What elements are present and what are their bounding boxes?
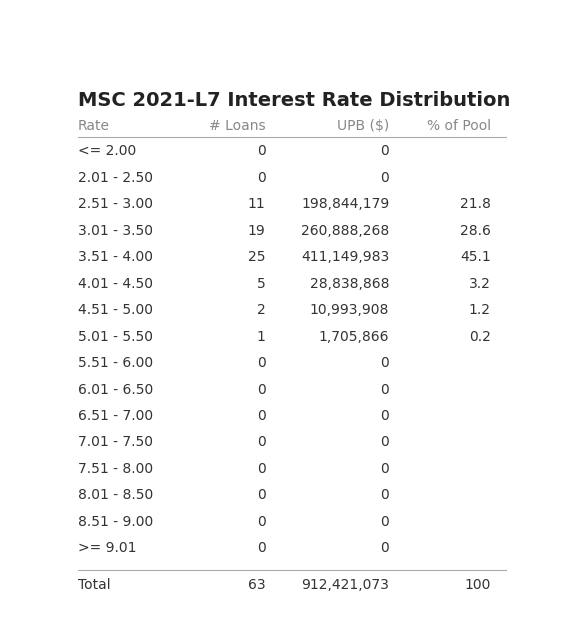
Text: 28,838,868: 28,838,868: [310, 276, 389, 290]
Text: 0: 0: [381, 541, 389, 555]
Text: 19: 19: [248, 224, 266, 238]
Text: 0: 0: [381, 462, 389, 476]
Text: 11: 11: [248, 197, 266, 211]
Text: 198,844,179: 198,844,179: [301, 197, 389, 211]
Text: 0: 0: [381, 515, 389, 529]
Text: Rate: Rate: [78, 119, 110, 133]
Text: 5.01 - 5.50: 5.01 - 5.50: [78, 329, 153, 343]
Text: 45.1: 45.1: [460, 250, 491, 264]
Text: 411,149,983: 411,149,983: [301, 250, 389, 264]
Text: <= 2.00: <= 2.00: [78, 144, 136, 158]
Text: 8.51 - 9.00: 8.51 - 9.00: [78, 515, 153, 529]
Text: 2: 2: [257, 303, 266, 317]
Text: >= 9.01: >= 9.01: [78, 541, 136, 555]
Text: % of Pool: % of Pool: [427, 119, 491, 133]
Text: 0: 0: [381, 171, 389, 185]
Text: UPB ($): UPB ($): [337, 119, 389, 133]
Text: 0: 0: [257, 144, 266, 158]
Text: 63: 63: [248, 578, 266, 592]
Text: 3.51 - 4.00: 3.51 - 4.00: [78, 250, 153, 264]
Text: 3.01 - 3.50: 3.01 - 3.50: [78, 224, 153, 238]
Text: 28.6: 28.6: [460, 224, 491, 238]
Text: 0: 0: [381, 382, 389, 396]
Text: 1,705,866: 1,705,866: [319, 329, 389, 343]
Text: MSC 2021-L7 Interest Rate Distribution: MSC 2021-L7 Interest Rate Distribution: [78, 91, 510, 110]
Text: 100: 100: [465, 578, 491, 592]
Text: 0: 0: [257, 462, 266, 476]
Text: 8.01 - 8.50: 8.01 - 8.50: [78, 489, 153, 503]
Text: 0: 0: [257, 409, 266, 423]
Text: 0: 0: [257, 356, 266, 370]
Text: 0.2: 0.2: [469, 329, 491, 343]
Text: 0: 0: [381, 356, 389, 370]
Text: 2.51 - 3.00: 2.51 - 3.00: [78, 197, 153, 211]
Text: 7.51 - 8.00: 7.51 - 8.00: [78, 462, 153, 476]
Text: 0: 0: [381, 436, 389, 450]
Text: 4.01 - 4.50: 4.01 - 4.50: [78, 276, 153, 290]
Text: 5: 5: [257, 276, 266, 290]
Text: 4.51 - 5.00: 4.51 - 5.00: [78, 303, 153, 317]
Text: 0: 0: [381, 409, 389, 423]
Text: 0: 0: [257, 436, 266, 450]
Text: 0: 0: [257, 171, 266, 185]
Text: 0: 0: [257, 382, 266, 396]
Text: 1.2: 1.2: [469, 303, 491, 317]
Text: 6.01 - 6.50: 6.01 - 6.50: [78, 382, 153, 396]
Text: 260,888,268: 260,888,268: [301, 224, 389, 238]
Text: 0: 0: [381, 489, 389, 503]
Text: 6.51 - 7.00: 6.51 - 7.00: [78, 409, 153, 423]
Text: 1: 1: [256, 329, 266, 343]
Text: Total: Total: [78, 578, 111, 592]
Text: 25: 25: [248, 250, 266, 264]
Text: 2.01 - 2.50: 2.01 - 2.50: [78, 171, 153, 185]
Text: # Loans: # Loans: [209, 119, 266, 133]
Text: 0: 0: [257, 489, 266, 503]
Text: 10,993,908: 10,993,908: [310, 303, 389, 317]
Text: 0: 0: [257, 515, 266, 529]
Text: 912,421,073: 912,421,073: [302, 578, 389, 592]
Text: 5.51 - 6.00: 5.51 - 6.00: [78, 356, 153, 370]
Text: 21.8: 21.8: [460, 197, 491, 211]
Text: 7.01 - 7.50: 7.01 - 7.50: [78, 436, 153, 450]
Text: 0: 0: [381, 144, 389, 158]
Text: 3.2: 3.2: [469, 276, 491, 290]
Text: 0: 0: [257, 541, 266, 555]
